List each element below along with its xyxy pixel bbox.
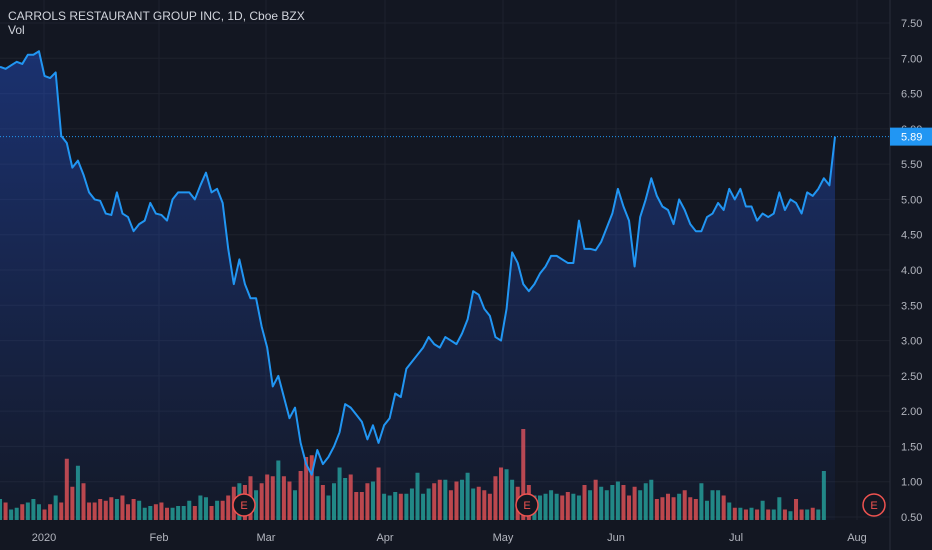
- price-line[interactable]: [0, 50, 836, 476]
- y-tick-label: 4.50: [901, 230, 922, 242]
- x-tick-label: Jul: [729, 532, 743, 544]
- y-tick-label: 2.00: [901, 406, 922, 418]
- earnings-marker-circle: [515, 493, 539, 517]
- y-tick-label: 5.50: [901, 159, 922, 171]
- price-area-fill: [0, 51, 835, 520]
- earnings-marker[interactable]: E: [232, 493, 256, 517]
- earnings-marker-circle: [232, 493, 256, 517]
- y-tick-label: 2.50: [901, 371, 922, 383]
- chart-header: CARROLS RESTAURANT GROUP INC, 1D, Cboe B…: [8, 9, 305, 37]
- y-tick-label: 4.00: [901, 265, 922, 277]
- earnings-marker[interactable]: E: [862, 493, 886, 517]
- x-tick-label: Aug: [847, 532, 867, 544]
- volume-legend[interactable]: Vol: [8, 23, 25, 37]
- price-scale: 0.50 1.00 1.50 2.00 2.50 3.00 3.50 4.00 4.50 5.00…: [901, 18, 922, 524]
- x-tick-label: May: [493, 532, 514, 544]
- last-price-badge: [890, 127, 932, 146]
- y-tick-label: 3.00: [901, 336, 922, 348]
- x-tick-label: Mar: [257, 532, 276, 544]
- last-price-value: 5.89: [901, 132, 922, 144]
- time-scale: 2020 Feb Mar Apr May Jun Jul Aug: [32, 532, 867, 544]
- y-tick-label: 7.50: [901, 18, 922, 30]
- y-tick-label: 0.50: [901, 512, 922, 524]
- earnings-marker-label: E: [523, 500, 530, 512]
- x-tick-label: Jun: [607, 532, 625, 544]
- y-tick-label: 6.50: [901, 89, 922, 101]
- earnings-marker[interactable]: E: [515, 493, 539, 517]
- earnings-marker-label: E: [870, 500, 877, 512]
- y-tick-label: 7.00: [901, 53, 922, 65]
- x-tick-label: Feb: [150, 532, 169, 544]
- price-area: [0, 50, 836, 520]
- symbol-title[interactable]: CARROLS RESTAURANT GROUP INC, 1D, Cboe B…: [8, 9, 305, 23]
- y-tick-label: 5.00: [901, 194, 922, 206]
- earnings-marker-label: E: [240, 500, 247, 512]
- y-tick-label: 3.50: [901, 300, 922, 312]
- x-tick-label: Apr: [376, 532, 393, 544]
- last-price-marker: 5.89: [0, 127, 932, 146]
- y-tick-label: 1.50: [901, 441, 922, 453]
- earnings-marker-circle: [862, 493, 886, 517]
- y-tick-label: 1.00: [901, 477, 922, 489]
- x-tick-label: 2020: [32, 532, 56, 544]
